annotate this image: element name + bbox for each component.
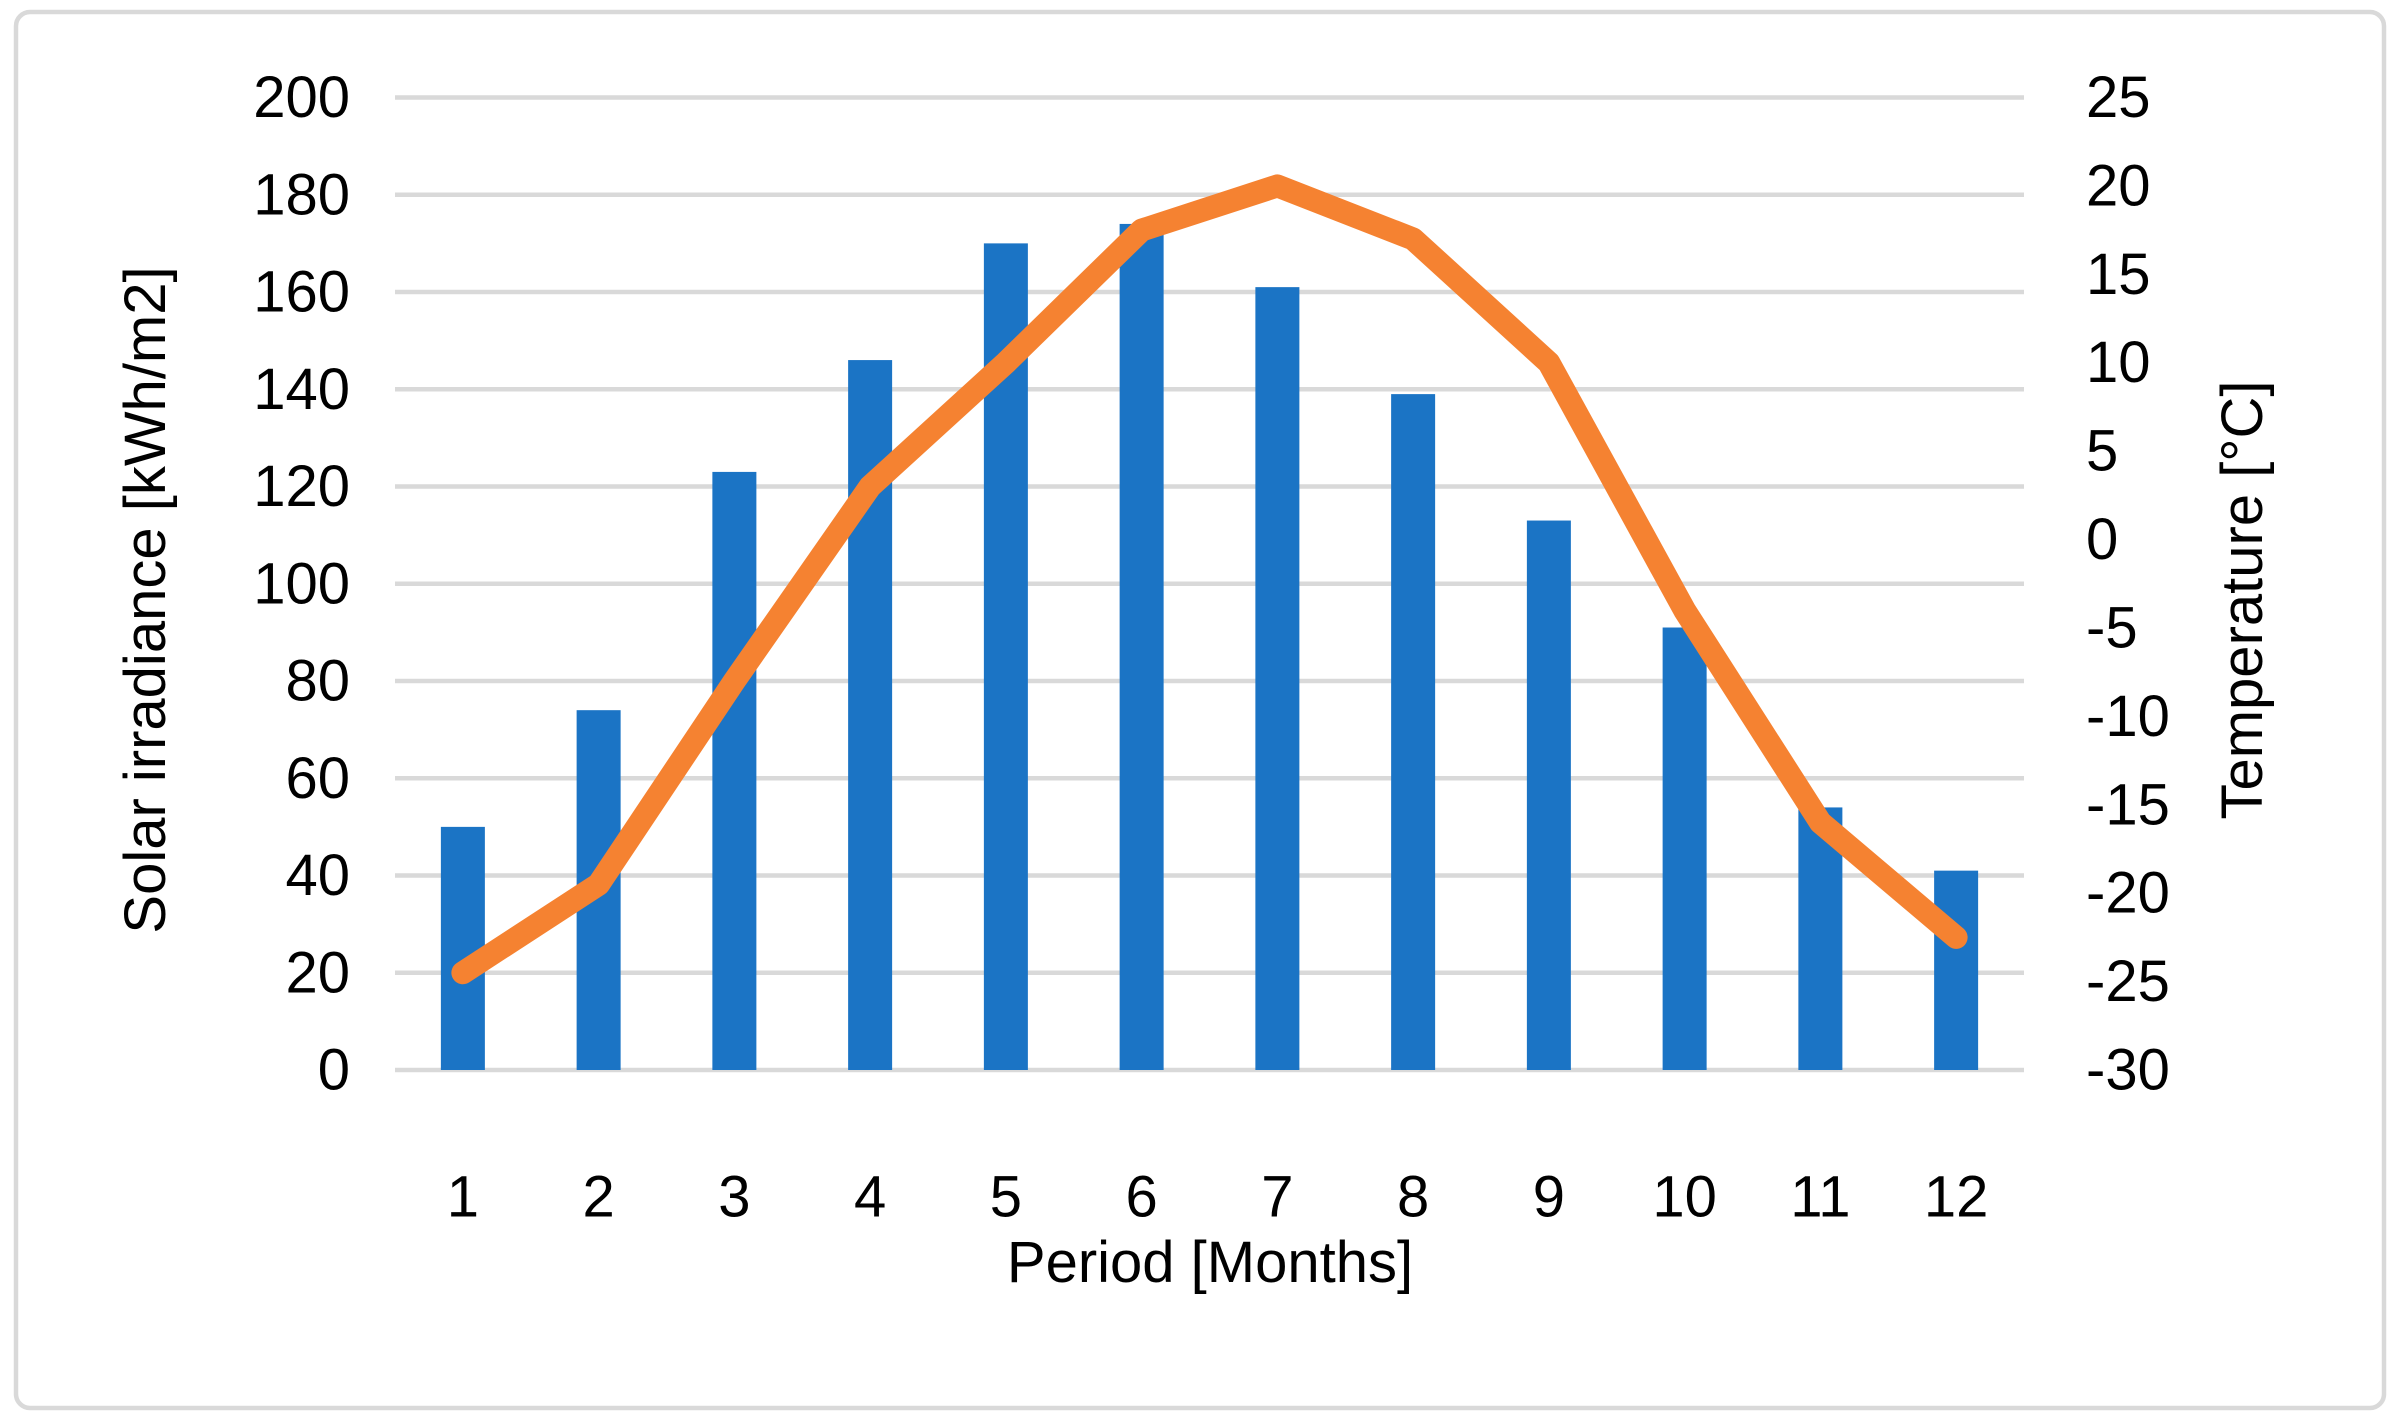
right-axis-tick-label: -30: [2086, 1038, 2170, 1103]
bar-month-1: [440, 826, 485, 1070]
bar-series-solar-irradiance: [440, 223, 1979, 1071]
left-axis-title: Solar irradiance [kWh/m2]: [113, 266, 178, 933]
right-axis-tick-label: -10: [2086, 684, 2170, 749]
bar-month-12: [1934, 870, 1979, 1070]
left-axis-tick-label: 80: [285, 649, 350, 714]
x-axis-tick-label: 9: [1533, 1165, 1565, 1230]
left-axis-tick-labels: 0 20 40 60 80 100 120 140 160 180 200: [253, 65, 350, 1103]
right-axis-title: Temperature [°C]: [2210, 380, 2275, 819]
right-axis-tick-label: 20: [2086, 153, 2151, 218]
x-axis-title: Period [Months]: [1007, 1230, 1413, 1295]
right-axis-tick-label: 0: [2086, 507, 2118, 572]
left-axis-tick-label: 0: [318, 1038, 350, 1103]
x-axis-tick-label: 10: [1652, 1165, 1717, 1230]
bar-month-11: [1798, 807, 1843, 1070]
x-axis-tick-label: 5: [990, 1165, 1022, 1230]
bar-month-10: [1662, 627, 1707, 1070]
bar-month-3: [712, 471, 757, 1071]
line-series-temperature: [451, 174, 1968, 985]
bar-month-6: [1119, 223, 1164, 1071]
right-axis-tick-label: -5: [2086, 595, 2138, 660]
right-axis-tick-label: 25: [2086, 65, 2151, 130]
left-axis-tick-label: 100: [253, 551, 350, 616]
x-axis-tick-label: 6: [1125, 1165, 1157, 1230]
left-axis-tick-label: 160: [253, 260, 350, 325]
x-axis-tick-label: 11: [1790, 1165, 1850, 1230]
left-axis-tick-label: 180: [253, 162, 350, 227]
x-axis-tick-label: 4: [854, 1165, 886, 1230]
bar-month-9: [1526, 520, 1571, 1070]
left-axis-tick-label: 140: [253, 357, 350, 422]
left-axis-tick-label: 60: [285, 746, 350, 811]
x-axis-tick-label: 1: [447, 1165, 479, 1230]
left-axis-tick-label: 40: [285, 843, 350, 908]
bar-month-7: [1255, 287, 1300, 1070]
right-axis-tick-labels: -30 -25 -20 -15 -10 -5 0 5 10 15 20 25: [2086, 65, 2170, 1103]
bar-month-8: [1391, 394, 1436, 1070]
right-axis-tick-label: 10: [2086, 330, 2151, 395]
x-axis-tick-label: 7: [1261, 1165, 1293, 1230]
figure-border: [13, 9, 2387, 1411]
gridlines: [395, 95, 2024, 1073]
right-axis-tick-label: -25: [2086, 949, 2170, 1014]
right-axis-tick-label: 15: [2086, 242, 2151, 307]
left-axis-tick-label: 200: [253, 65, 350, 130]
left-axis-tick-label: 120: [253, 454, 350, 519]
right-axis-tick-label: -20: [2086, 861, 2170, 926]
left-axis-tick-label: 20: [285, 940, 350, 1005]
temperature-line: [451, 174, 1968, 985]
x-axis-tick-label: 2: [582, 1165, 614, 1230]
right-axis-tick-label: -15: [2086, 772, 2170, 837]
x-axis-tick-label: 8: [1397, 1165, 1429, 1230]
right-axis-tick-label: 5: [2086, 419, 2118, 484]
x-axis-tick-labels: 1 2 3 4 5 6 7 8 9 10 11 12: [447, 1165, 1989, 1230]
x-axis-tick-label: 12: [1924, 1165, 1989, 1230]
x-axis-tick-label: 3: [718, 1165, 750, 1230]
